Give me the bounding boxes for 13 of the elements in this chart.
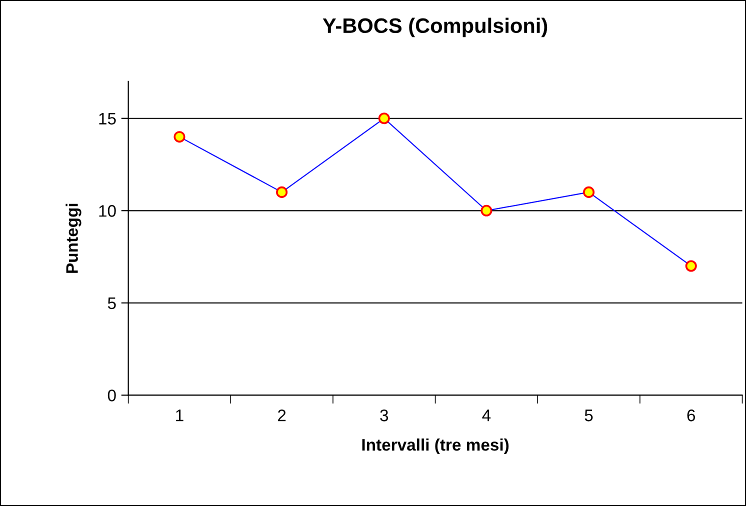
x-tick-label: 6 [687, 410, 696, 422]
x-tick-label: 4 [482, 410, 491, 422]
chart-title: Y-BOCS (Compulsioni) [322, 18, 548, 38]
y-axis-title: Punteggi [66, 204, 82, 273]
x-tick-label: 5 [584, 410, 593, 422]
y-tick-label: 10 [99, 205, 116, 217]
y-tick-label: 5 [108, 297, 116, 310]
x-axis-title: Intervalli (tre mesi) [362, 438, 509, 454]
y-tick-label: 15 [99, 112, 116, 125]
x-tick-label: 3 [380, 410, 388, 422]
x-tick-label: 1 [176, 410, 184, 422]
x-tick-label: 2 [278, 410, 286, 422]
y-tick-label: 0 [108, 390, 116, 402]
